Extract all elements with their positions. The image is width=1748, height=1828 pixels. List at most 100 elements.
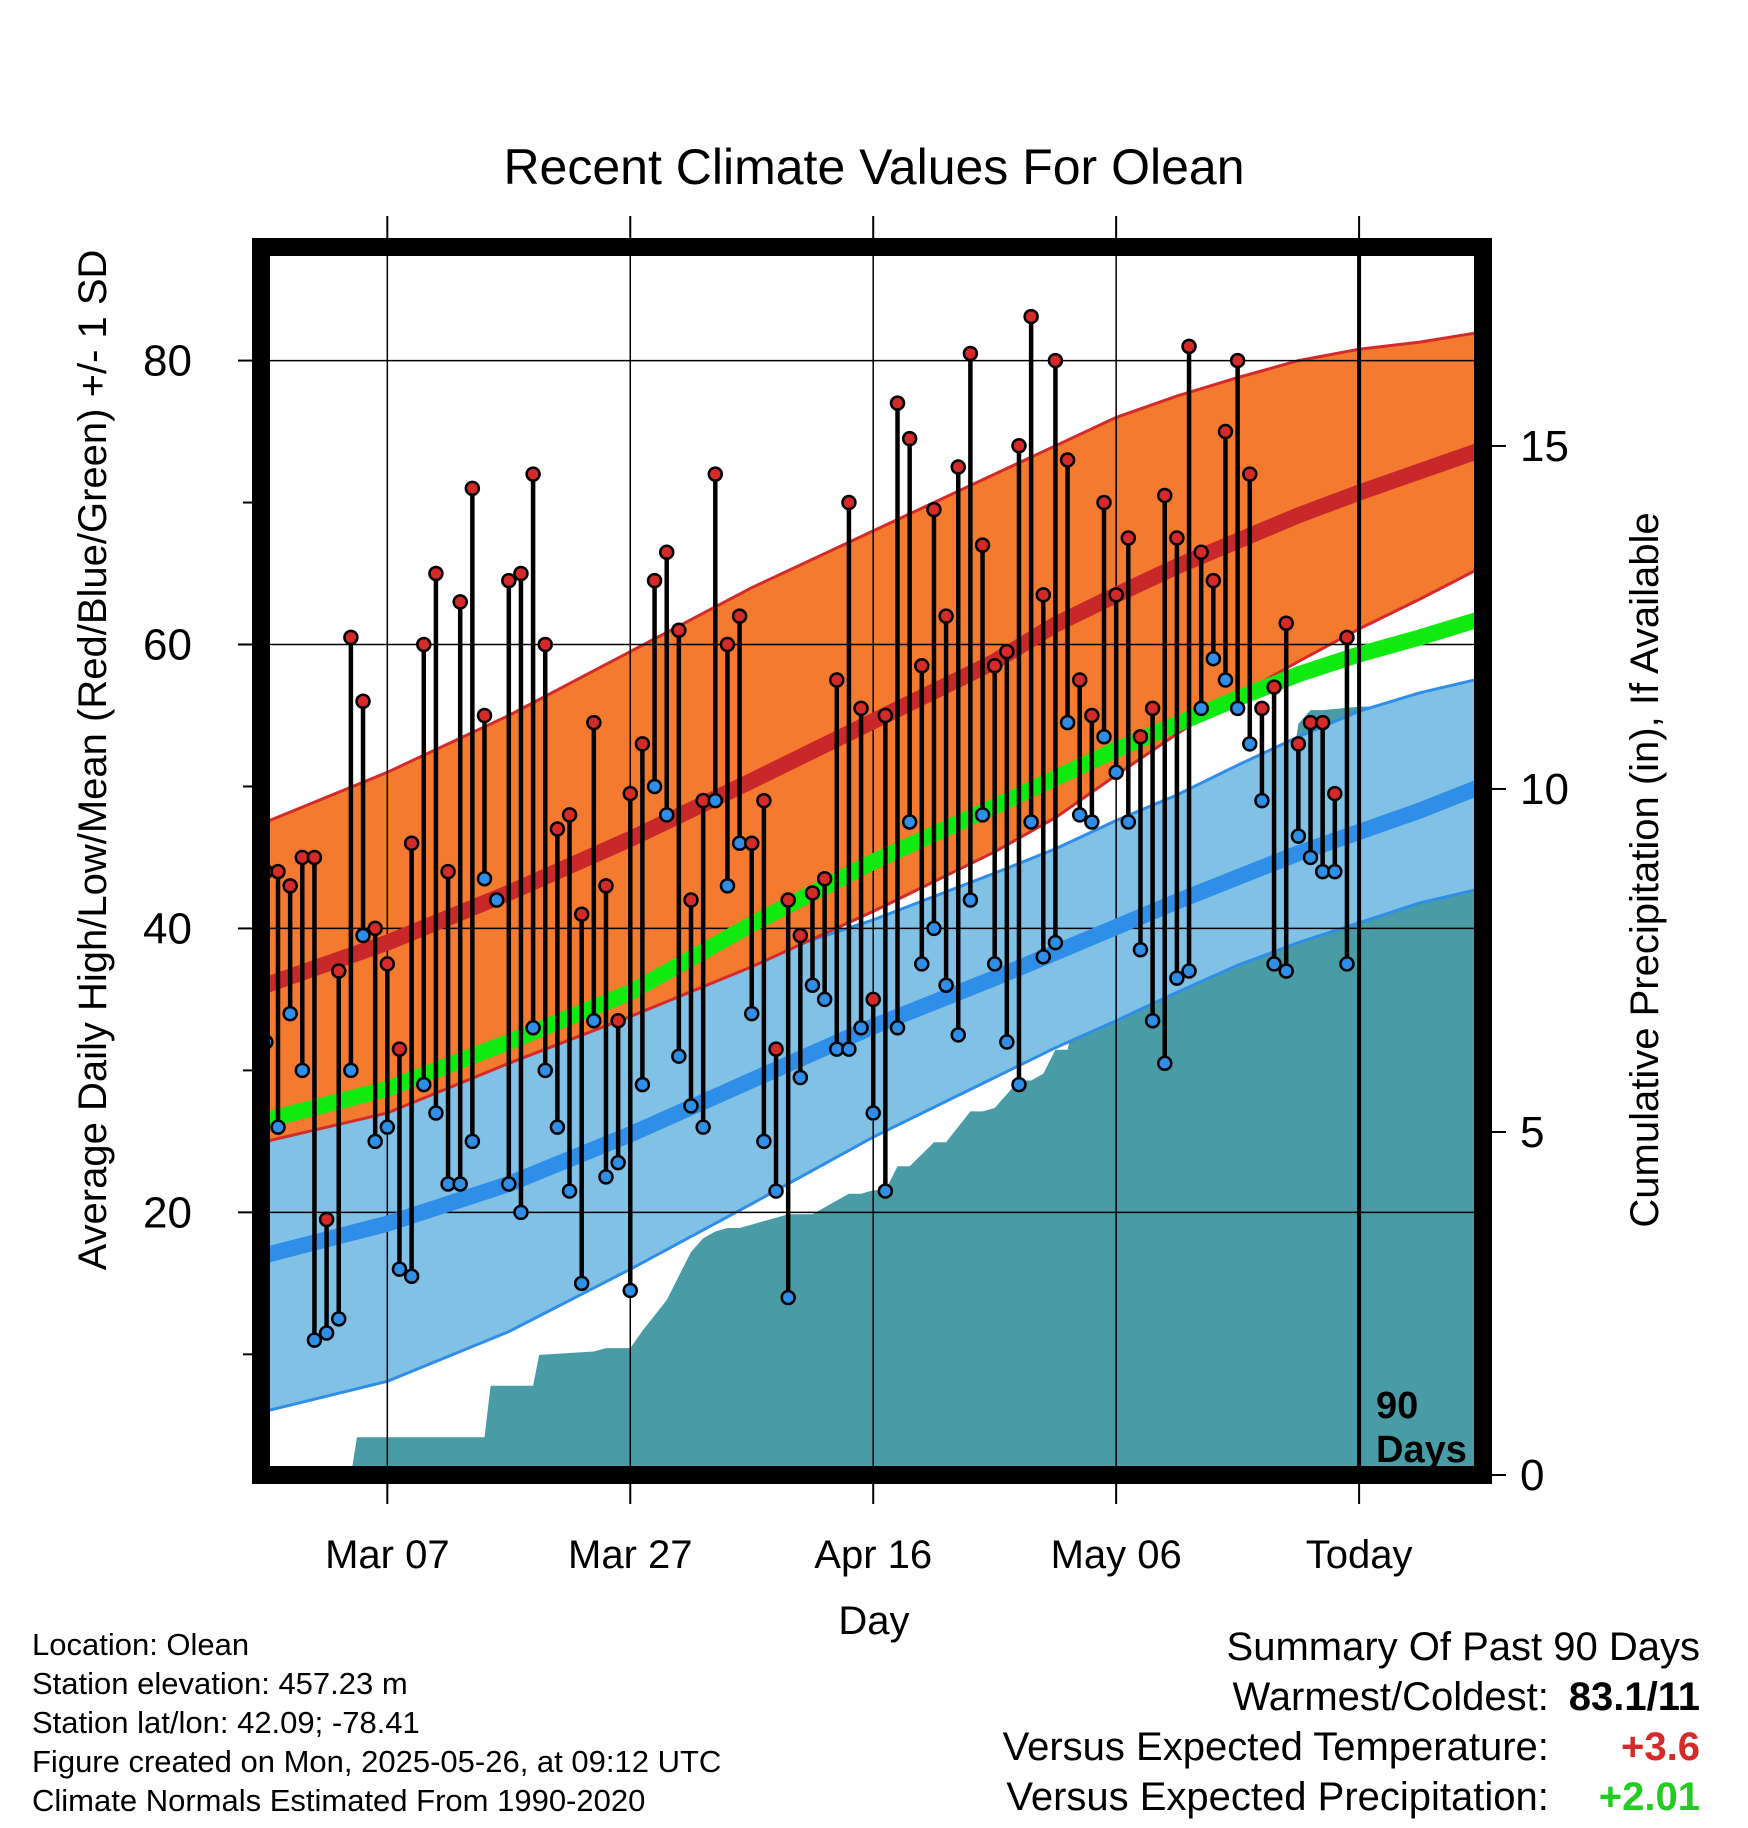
daily-low-point [343,1062,359,1079]
daily-high-point [306,849,323,866]
daily-high-point [938,608,954,624]
chart-title: Recent Climate Values For Olean [503,139,1245,195]
daily-high-point [999,643,1015,660]
created-text: Figure created on Mon, 2025-05-26, at 09… [32,1744,722,1779]
daily-high-point [974,537,991,553]
daily-high-point [1327,785,1343,802]
daily-low-point [816,991,833,1008]
daily-high-point [950,459,966,475]
daily-low-point [391,1261,408,1277]
daily-high-point [379,956,396,972]
daily-high-point [428,565,444,582]
summary-title: Summary Of Past 90 Days [1226,1625,1700,1669]
daily-high-point [1205,572,1222,589]
x-tick-label: Mar 07 [325,1533,450,1577]
precip-value: +2.01 [1598,1775,1700,1819]
summary-panel: Summary Of Past 90 Days Warmest/Coldest:… [1003,1622,1700,1822]
y2-tick-label: 5 [1520,1108,1544,1157]
daily-low-point [926,920,942,937]
daily-high-point [501,572,517,589]
daily-low-point [1217,672,1234,688]
y-tick-label: 40 [143,904,192,953]
daily-high-point [1353,0,1366,7]
daily-high-point [719,636,736,653]
normals-text: Climate Normals Estimated From 1990-2020 [32,1783,646,1818]
daily-high-point [355,693,371,710]
today-days-label-line2: Days [1376,1429,1467,1471]
daily-low-point [865,1105,881,1121]
daily-high-point [586,714,602,731]
daily-low-point [379,1119,396,1135]
daily-low-point [318,1325,335,1341]
daily-low-point [1120,814,1137,830]
daily-high-point [1059,452,1076,468]
daily-low-point [986,956,1003,972]
daily-high-point [391,1041,408,1057]
warmest-value: 83.1/11 [1568,1675,1700,1719]
daily-high-point [1169,530,1185,546]
daily-low-point [1327,863,1343,880]
daily-low-point [1181,963,1197,979]
daily-high-point [646,572,663,589]
daily-low-point [525,1020,541,1036]
temp-label: Versus Expected Temperature: [1002,1725,1549,1769]
daily-low-point [950,1027,966,1043]
daily-low-point [1132,941,1149,958]
daily-high-point [549,821,566,837]
daily-low-point [938,977,954,993]
daily-low-point [1205,650,1222,667]
daily-low-point [1071,807,1088,823]
daily-low-point [1302,849,1319,866]
daily-low-point [622,1282,639,1299]
daily-low-point [1169,970,1185,986]
daily-low-point [282,1005,298,1022]
x-axis-label: Day [838,1599,909,1643]
daily-high-point [804,885,821,901]
daily-high-point [889,395,906,411]
y2-tick-label: 10 [1520,765,1569,814]
daily-low-point [294,1062,311,1079]
daily-low-point [962,892,979,908]
daily-low-point [1035,949,1052,965]
daily-high-point [416,636,432,653]
daily-low-point [743,1005,760,1022]
daily-high-point [1156,487,1173,504]
daily-high-point [768,1041,784,1057]
daily-low-point [780,1289,796,1306]
daily-low-point [598,1169,614,1185]
daily-low-point [464,1133,481,1150]
daily-high-point [1242,466,1258,482]
daily-low-point [355,927,371,944]
daily-low-point [501,1176,517,1192]
daily-high-point [1035,587,1052,603]
daily-high-point [1254,700,1270,717]
daily-low-point [1023,814,1039,830]
daily-high-point [270,863,286,880]
daily-low-point [756,1133,772,1150]
location-text: Location: Olean [32,1627,250,1662]
daily-high-point [756,792,772,809]
daily-high-point [1314,714,1331,731]
daily-high-point [634,736,651,752]
daily-low-point [1290,828,1307,844]
daily-low-point [671,1048,687,1064]
temp-value: +3.6 [1621,1725,1700,1769]
daily-low-point [707,792,724,809]
daily-low-point [1011,1076,1027,1093]
daily-high-point [1193,544,1209,560]
daily-low-point [1193,700,1209,717]
daily-high-point [1096,494,1112,511]
daily-low-point [804,977,821,993]
daily-low-point [330,1311,347,1327]
daily-high-point [1071,672,1088,688]
daily-low-point [610,1154,626,1171]
daily-high-point [926,501,942,518]
daily-low-point [1059,714,1076,731]
daily-high-point [1278,615,1294,631]
daily-low-point [1096,729,1112,745]
y-tick-label: 80 [143,337,192,386]
daily-high-point [367,920,383,937]
daily-low-point [573,1275,590,1292]
daily-low-point [792,1069,809,1086]
